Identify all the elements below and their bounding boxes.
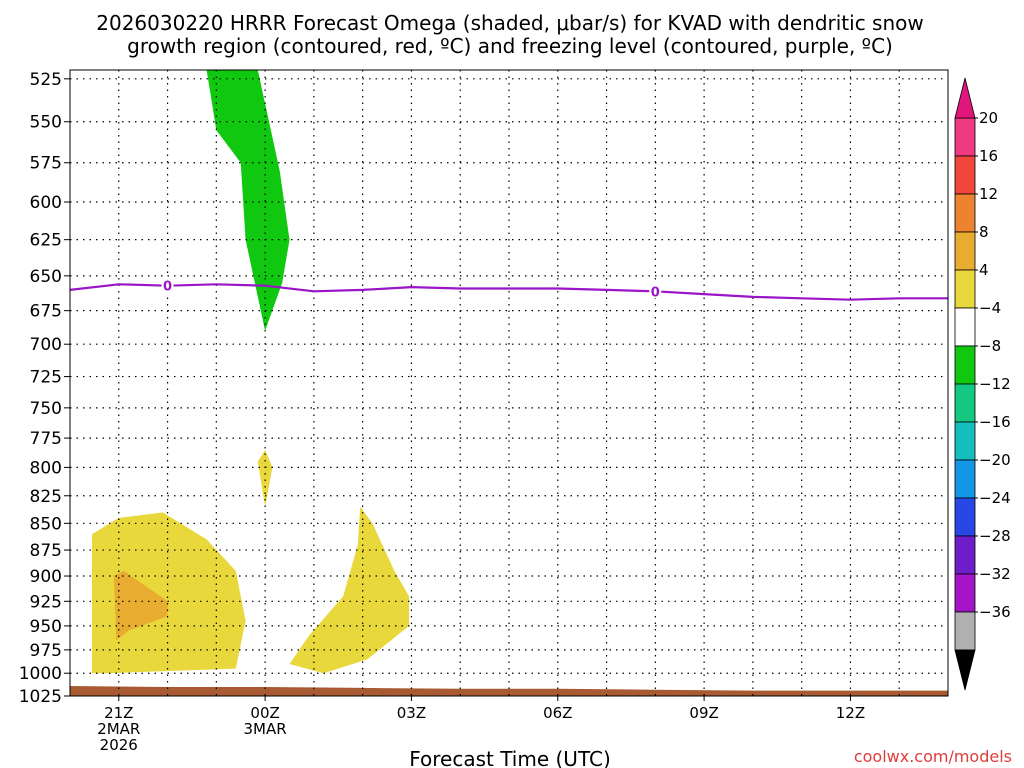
y-tick-label-625: 625 bbox=[30, 231, 62, 251]
y-tick-label-750: 750 bbox=[30, 399, 62, 419]
colorbar-label-12: −32 bbox=[979, 565, 1011, 583]
x-tick-label-0-1: 3MAR bbox=[244, 720, 287, 738]
freezing-level-label-0: 0 bbox=[163, 280, 172, 295]
x-tick-label-6-0: 06Z bbox=[543, 704, 572, 722]
colorbar-swatch-6 bbox=[954, 345, 976, 385]
colorbar-label-4: 4 bbox=[979, 261, 989, 279]
terrain-fill bbox=[70, 686, 948, 696]
colorbar-swatch-11 bbox=[954, 535, 976, 575]
freezing-label-bg-1 bbox=[649, 283, 662, 299]
colorbar-swatch-8 bbox=[954, 421, 976, 461]
freezing-label-bg-0 bbox=[161, 277, 174, 293]
y-tick-label-550: 550 bbox=[30, 113, 62, 133]
colorbar-swatch-13 bbox=[954, 611, 976, 651]
colorbar-label-10: −24 bbox=[979, 489, 1011, 507]
x-tick-label--3-0: 21Z bbox=[104, 704, 133, 722]
colorbar-label-7: −12 bbox=[979, 375, 1011, 393]
colorbar-label-9: −20 bbox=[979, 451, 1011, 469]
colorbar-label-5: −4 bbox=[979, 299, 1001, 317]
colorbar-swatch-9 bbox=[954, 459, 976, 499]
x-tick-label-0-0: 00Z bbox=[250, 704, 279, 722]
x-tick-label--3-1: 2MAR bbox=[97, 720, 140, 738]
y-tick-label-975: 975 bbox=[30, 641, 62, 661]
y-tick-label-675: 675 bbox=[30, 302, 62, 322]
chart-title-line2: growth region (contoured, red, ºC) and f… bbox=[127, 34, 893, 58]
colorbar-label-0: 20 bbox=[979, 109, 998, 127]
watermark: coolwx.com/models bbox=[854, 747, 1012, 766]
omega-shaded-region-4 bbox=[289, 506, 409, 674]
omega-shaded-region-2 bbox=[113, 570, 168, 641]
colorbar-swatch-12 bbox=[954, 573, 976, 613]
colorbar-label-3: 8 bbox=[979, 223, 989, 241]
colorbar-swatch-5 bbox=[954, 307, 976, 347]
y-tick-label-800: 800 bbox=[30, 458, 62, 478]
colorbar-label-1: 16 bbox=[979, 147, 998, 165]
colorbar: 20 16 12 8 4 −4 −8 −12 −16 −20 −24 −28 −32 −36 bbox=[954, 77, 1011, 691]
colorbar-label-2: 12 bbox=[979, 185, 998, 203]
y-tick-label-900: 900 bbox=[30, 567, 62, 587]
x-tick-label-3-0: 03Z bbox=[397, 704, 426, 722]
x-tick-label-9-0: 09Z bbox=[689, 704, 718, 722]
omega-shaded-region-3 bbox=[257, 449, 273, 507]
y-tick-label-875: 875 bbox=[30, 541, 62, 561]
colorbar-swatch-10 bbox=[954, 497, 976, 537]
y-tick-label-850: 850 bbox=[30, 514, 62, 534]
y-tick-label-700: 700 bbox=[30, 335, 62, 355]
colorbar-top-arrow bbox=[954, 77, 976, 119]
y-tick-label-925: 925 bbox=[30, 592, 62, 612]
y-tick-label-575: 575 bbox=[30, 154, 62, 174]
omega-shaded-region-1 bbox=[92, 512, 246, 674]
y-tick-label-775: 775 bbox=[30, 429, 62, 449]
colorbar-label-6: −8 bbox=[979, 337, 1001, 355]
colorbar-swatch-4 bbox=[954, 269, 976, 309]
x-tick-label-12-0: 12Z bbox=[836, 704, 865, 722]
y-tick-label-525: 525 bbox=[30, 70, 62, 90]
colorbar-label-13: −36 bbox=[979, 603, 1011, 621]
plot-frame bbox=[69, 69, 949, 697]
y-tick-label-725: 725 bbox=[30, 368, 62, 388]
colorbar-swatch-2 bbox=[954, 193, 976, 233]
omega-shaded-region-0 bbox=[206, 70, 290, 331]
y-tick-label-825: 825 bbox=[30, 487, 62, 507]
colorbar-swatch-3 bbox=[954, 231, 976, 271]
y-tick-label-1000: 1000 bbox=[19, 664, 62, 684]
chart-title-line1: 2026030220 HRRR Forecast Omega (shaded, … bbox=[96, 11, 924, 35]
x-axis-label: Forecast Time (UTC) bbox=[409, 747, 611, 768]
y-tick-label-650: 650 bbox=[30, 267, 62, 287]
colorbar-swatch-1 bbox=[954, 155, 976, 195]
colorbar-swatch-7 bbox=[954, 383, 976, 423]
colorbar-label-8: −16 bbox=[979, 413, 1011, 431]
x-tick-label--3-2: 2026 bbox=[100, 736, 138, 754]
freezing-level-label-1: 0 bbox=[651, 285, 660, 300]
y-tick-label-1025: 1025 bbox=[19, 687, 62, 707]
colorbar-swatch-0 bbox=[954, 117, 976, 157]
colorbar-bottom-arrow bbox=[954, 649, 976, 691]
freezing-level-line bbox=[69, 283, 948, 301]
y-tick-label-950: 950 bbox=[30, 617, 62, 637]
colorbar-label-11: −28 bbox=[979, 527, 1011, 545]
plot-area: 0 0 525 550 575 600 625 650 675 700 725 750 775 800 82… bbox=[19, 69, 949, 754]
y-tick-label-600: 600 bbox=[30, 193, 62, 213]
